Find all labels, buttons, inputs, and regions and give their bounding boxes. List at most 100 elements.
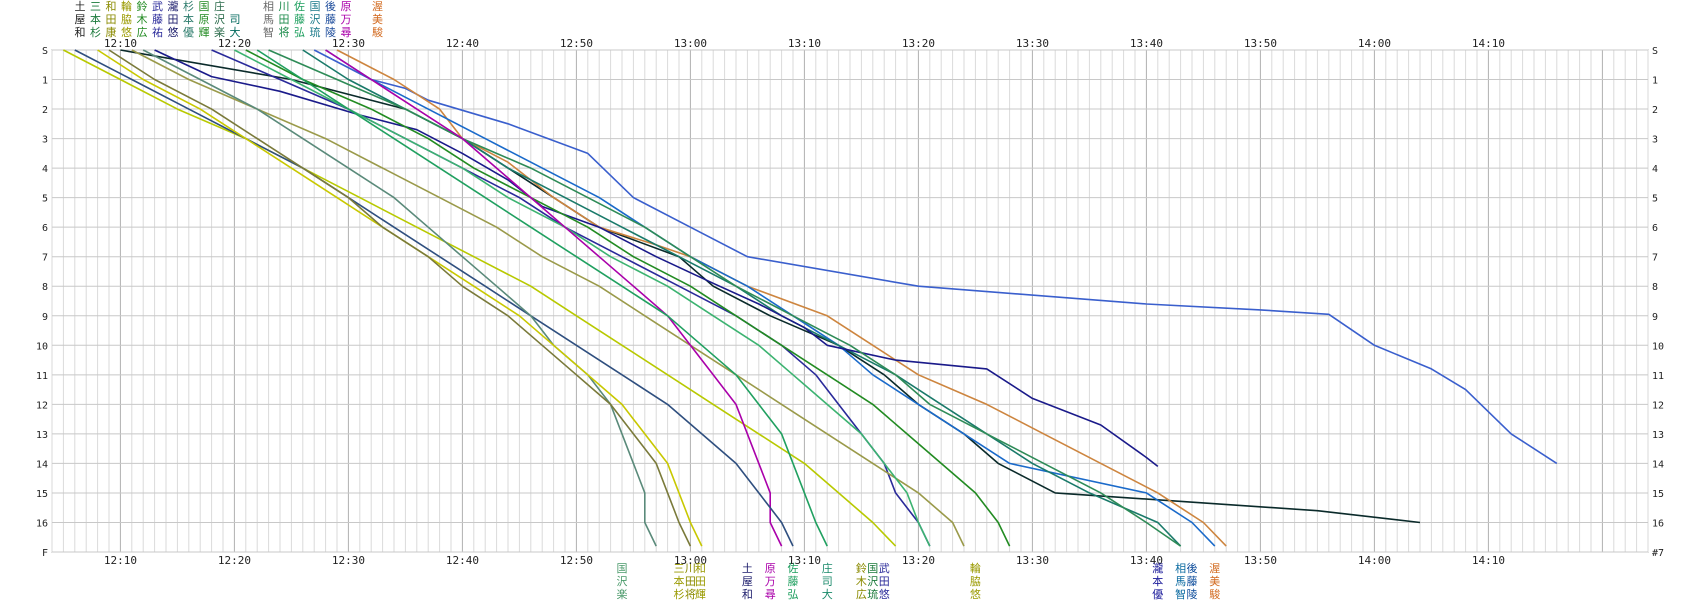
header-name-char: 杉 (90, 25, 101, 39)
series-line (97, 49, 703, 547)
grid-lines (51, 49, 1649, 553)
footer-name-char: 駿 (1209, 587, 1220, 600)
footer-name-char: 本 (674, 574, 685, 588)
series-line (256, 49, 828, 547)
header-name-char: 尋 (341, 26, 352, 39)
footer-name-char: 木 (856, 575, 867, 588)
header-name-char: 木 (137, 13, 148, 26)
y-tick-label-right: 6 (1652, 223, 1658, 234)
series-lines (63, 49, 1558, 547)
y-tick-label-right: 4 (1652, 164, 1658, 175)
footer-name-char: 輝 (695, 588, 706, 600)
footer-name-char: 智 (1175, 587, 1186, 600)
header-name-char: 弘 (294, 26, 305, 39)
header-name-char: 後 (325, 0, 336, 13)
footer-name-char: 田 (685, 575, 696, 588)
y-tick-label-right: 12 (1652, 400, 1664, 411)
x-tick-label-top: 12:10 (104, 37, 137, 50)
x-tick-label-bottom: 14:00 (1358, 554, 1391, 567)
footer-name-char: 悠 (970, 587, 981, 600)
series-line (63, 49, 897, 547)
x-tick-label-bottom: 12:20 (218, 554, 251, 567)
header-name-char: 脇 (121, 13, 132, 26)
y-tick-label-right: 2 (1652, 105, 1658, 116)
y-tick-label-left: 16 (36, 518, 48, 529)
header-name-char: 原 (341, 0, 352, 13)
header-name-char: 琉 (310, 25, 321, 39)
y-tick-label-left: 8 (42, 282, 48, 293)
x-tick-label-top: 12:20 (218, 37, 251, 50)
header-name-char: 国 (199, 0, 210, 13)
y-tick-label-left: 1 (42, 76, 48, 87)
header-name-char: 駿 (372, 25, 383, 39)
y-tick-label-right: 8 (1652, 282, 1658, 293)
footer-name-char: 美 (1209, 575, 1220, 588)
y-tick-label-left: 2 (42, 105, 48, 116)
x-tick-label-top: 14:00 (1358, 37, 1391, 50)
header-name-char: 万 (341, 13, 352, 26)
footer-name-char: 相 (1175, 562, 1186, 575)
footer-name-char: 万 (765, 575, 776, 588)
footer-name-char: 陵 (1187, 588, 1198, 600)
y-tick-label-right: 13 (1652, 430, 1664, 441)
y-tick-label-left: 4 (42, 164, 48, 175)
header-name-char: 悠 (121, 25, 132, 39)
header-name-char: 和 (75, 26, 86, 39)
footer-name-char: 渥 (1209, 562, 1220, 575)
footer-name-char: 楽 (617, 588, 628, 600)
x-tick-label-bottom: 12:40 (446, 554, 479, 567)
series-line (142, 49, 657, 547)
footer-name-char: 鈴 (856, 561, 867, 575)
header-name-char: 悠 (168, 25, 179, 39)
footer-name-char: 藤 (788, 575, 799, 588)
header-name-char: 藤 (325, 13, 336, 26)
footer-labels: 国沢楽三本杉川田将和田輝土屋和原万尋佐藤弘庄司大鈴木広国沢琉武田悠輪脇悠瀧本優相… (617, 561, 1221, 600)
series-line (325, 49, 1216, 547)
footer-name-char: 琉 (867, 587, 878, 600)
y-tick-label-right: S (1652, 46, 1658, 57)
header-name-char: 和 (106, 0, 117, 13)
footer-name-char: 田 (695, 575, 706, 588)
footer-name-char: 屋 (742, 575, 753, 588)
footer-name-char: 大 (822, 587, 833, 600)
x-tick-label-bottom: 12:30 (332, 554, 365, 567)
header-name-char: 藤 (152, 13, 163, 26)
header-name-char: 智 (263, 25, 274, 39)
x-tick-label-bottom: 12:50 (560, 554, 593, 567)
header-name-char: 康 (106, 25, 117, 39)
footer-name-char: 佐 (788, 561, 799, 575)
x-tick-label-top: 12:30 (332, 37, 365, 50)
x-axis-labels: 12:10 12:10 12:20 12:20 12:30 12:30 12:40 12:40… (104, 37, 1505, 567)
header-name-char: 輪 (121, 0, 132, 13)
footer-name-char: 国 (617, 562, 628, 575)
y-tick-label-right: 5 (1652, 194, 1658, 205)
header-name-char: 沢 (214, 12, 225, 26)
footer-name-char: 沢 (867, 574, 878, 588)
y-tick-label-left: 5 (42, 194, 48, 205)
header-name-char: 本 (183, 12, 194, 26)
y-tick-label-right: 15 (1652, 489, 1664, 500)
y-tick-label-left: 3 (42, 135, 48, 146)
x-tick-label-bottom: 12:10 (104, 554, 137, 567)
footer-name-char: 国 (867, 562, 878, 575)
header-name-char: 田 (279, 13, 290, 26)
y-tick-label-left: S (42, 46, 48, 57)
header-name-char: 陵 (325, 26, 336, 39)
x-tick-label-top: 13:20 (902, 37, 935, 50)
header-name-char: 馬 (263, 13, 274, 26)
header-name-char: 楽 (214, 26, 225, 39)
header-name-char: 沢 (310, 12, 321, 26)
header-name-char: 鈴 (137, 0, 148, 13)
header-name-char: 渥 (372, 0, 383, 13)
header-name-char: 優 (183, 26, 194, 39)
x-tick-label-top: 14:10 (1472, 37, 1505, 50)
header-name-char: 武 (152, 0, 163, 13)
x-tick-label-bottom: 13:20 (902, 554, 935, 567)
x-tick-label-bottom: 13:10 (788, 554, 821, 567)
footer-name-char: 三 (674, 562, 685, 575)
y-tick-label-left: 7 (42, 253, 48, 264)
header-name-char: 輝 (199, 26, 210, 39)
footer-name-char: 将 (685, 588, 696, 600)
header-name-char: 庄 (214, 0, 225, 13)
